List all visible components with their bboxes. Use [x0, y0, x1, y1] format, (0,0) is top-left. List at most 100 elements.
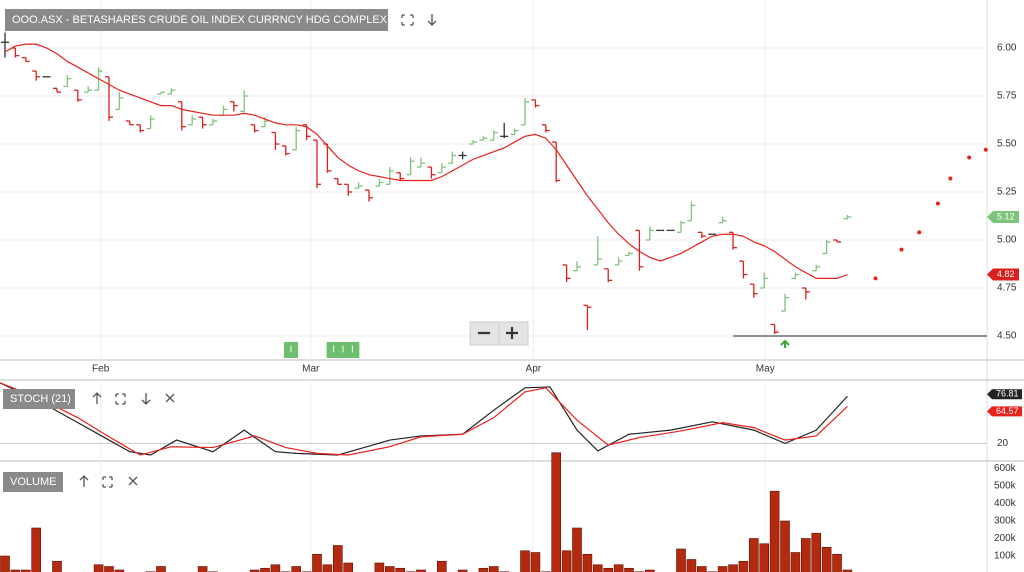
value-tag: [987, 389, 1022, 400]
ohlc-bar: [635, 229, 644, 271]
volume-bar: [603, 567, 614, 572]
projection-dot: [983, 147, 988, 152]
volume-bar: [759, 543, 770, 572]
volume-bar: [811, 532, 822, 572]
price-tag: [987, 210, 1019, 223]
ohlc-bar: [510, 128, 519, 136]
volume-bar: [395, 567, 406, 572]
volume-bar: [270, 564, 281, 572]
value-tag: [987, 406, 1022, 417]
ohlc-bar: [645, 226, 654, 241]
ohlc-bar: [240, 90, 249, 113]
volume-bar: [333, 545, 343, 572]
ohlc-bar: [229, 101, 238, 112]
ohlc-bar: [822, 240, 831, 255]
volume-bar: [0, 555, 10, 572]
price-tag-label: 4.82: [997, 269, 1015, 279]
toolbar-icons[interactable]: [401, 14, 437, 26]
ohlc-bar: [697, 231, 706, 239]
ohlc-bar: [32, 70, 41, 81]
volume-bar: [749, 538, 759, 572]
ohlc-bar: [115, 92, 124, 111]
ohlc-bar: [209, 119, 218, 126]
ohlc-bar: [489, 130, 498, 141]
price-tag-label: 5.12: [997, 211, 1015, 221]
ohlc-bar: [458, 151, 467, 160]
ohlc-bar: [791, 272, 800, 280]
volume-bar: [613, 564, 624, 572]
ohlc-bar: [385, 167, 394, 185]
projection-dot: [899, 247, 904, 252]
ohlc-bar: [84, 86, 93, 93]
moving-average: [4, 43, 848, 279]
y-tick-label: 400k: [994, 498, 1017, 509]
volume-bar: [374, 562, 385, 572]
volume-bar: [52, 560, 62, 572]
ohlc-bar: [136, 124, 145, 133]
ohlc-bar: [604, 268, 613, 283]
volume-bar: [821, 546, 832, 572]
stoch-label-box: [3, 389, 75, 409]
ohlc-bar: [562, 264, 571, 283]
ohlc-bar: [437, 163, 446, 174]
stoch-line: [0, 382, 848, 456]
ohlc-bar: [281, 145, 290, 156]
ohlc-bar: [614, 257, 623, 266]
ohlc-bar: [479, 136, 488, 141]
ohlc-bar: [52, 87, 61, 93]
volume-bar: [385, 566, 395, 572]
stoch-icons[interactable]: [92, 392, 175, 405]
volume-bar: [551, 452, 562, 572]
ohlc-bar: [843, 215, 852, 220]
projection-dot: [917, 230, 922, 235]
x-tick-label: Mar: [302, 364, 320, 375]
volume-bar: [31, 527, 41, 572]
volume-bar: [624, 567, 634, 572]
volume-bar: [478, 567, 489, 572]
volume-bar: [489, 566, 499, 572]
ohlc-bar: [271, 131, 280, 150]
ohlc-bar: [687, 201, 696, 222]
volume-label-box: [3, 472, 63, 492]
ohlc-bar: [0, 32, 9, 58]
zoom-control[interactable]: [469, 321, 529, 346]
ohlc-bar: [427, 166, 436, 179]
ohlc-bar: [541, 124, 550, 133]
ohlc-bar: [552, 141, 561, 183]
ohlc-bar: [801, 287, 810, 300]
volume-bar: [801, 538, 811, 572]
signal-label: I: [342, 345, 345, 356]
ohlc-bar: [677, 220, 686, 233]
y-tick-label: 5.25: [997, 187, 1017, 198]
ohlc-bar: [781, 293, 790, 312]
y-tick-label: 20: [997, 438, 1009, 449]
volume-bar: [260, 567, 270, 572]
volume-icons[interactable]: [79, 475, 138, 488]
signal-box: [345, 342, 360, 358]
x-tick-label: Apr: [526, 364, 542, 375]
ohlc-bar: [365, 189, 374, 202]
ohlc-bar: [448, 151, 457, 164]
title-box: [5, 9, 388, 31]
ohlc-bar: [146, 115, 155, 130]
ohlc-bar: [125, 120, 134, 126]
y-tick-label: 6.00: [997, 43, 1017, 54]
volume-bar: [582, 553, 593, 572]
y-tick-label: 5.50: [997, 139, 1017, 150]
ohlc-bar: [729, 231, 738, 250]
ohlc-bar: [521, 97, 530, 126]
ohlc-bar: [344, 183, 353, 196]
y-tick-label: 300k: [994, 516, 1017, 527]
volume-bar: [769, 490, 780, 572]
volume-bar: [197, 566, 208, 572]
volume-bar: [343, 562, 354, 572]
ohlc-bar: [770, 323, 779, 335]
ohlc-bar: [812, 264, 821, 272]
value-tag-label: 76.81: [996, 389, 1019, 399]
volume-bar: [312, 553, 322, 572]
signal-box: [284, 342, 299, 358]
ohlc-bar: [375, 178, 384, 187]
signal-label: I: [332, 345, 335, 356]
ohlc-bar: [167, 88, 176, 95]
